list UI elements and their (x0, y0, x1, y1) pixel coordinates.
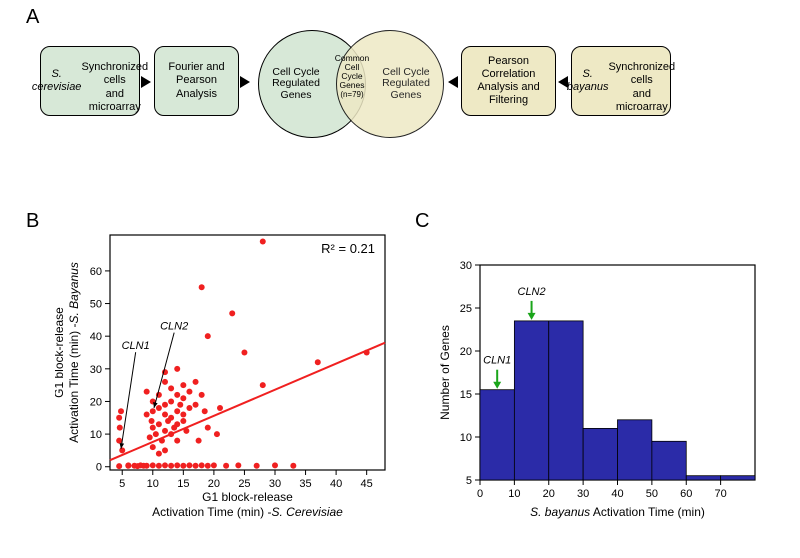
svg-text:30: 30 (90, 364, 102, 376)
svg-text:20: 20 (90, 396, 102, 408)
venn-center-n: (n=79) (334, 90, 370, 99)
svg-text:10: 10 (508, 488, 520, 500)
svg-text:CLN1: CLN1 (122, 340, 150, 352)
svg-text:Activation Time (min) -S. Baya: Activation Time (min) -S. Bayanus (67, 262, 81, 443)
svg-text:CLN2: CLN2 (160, 321, 188, 333)
svg-text:40: 40 (330, 478, 342, 490)
svg-text:10: 10 (460, 432, 472, 444)
flow-box-cerevisiae: S. cerevisiaeSynchronized cellsand micro… (40, 46, 140, 116)
flow-arrow (240, 76, 250, 88)
svg-text:40: 40 (611, 488, 623, 500)
svg-text:50: 50 (646, 488, 658, 500)
svg-text:Activation Time (min) -S. Cere: Activation Time (min) -S. Cerevisiae (152, 505, 343, 519)
svg-text:70: 70 (715, 488, 727, 500)
panel-label-a: A (26, 6, 39, 29)
svg-text:25: 25 (238, 478, 250, 490)
svg-text:60: 60 (90, 266, 102, 278)
panel-a-flowchart: S. cerevisiaeSynchronized cellsand micro… (40, 28, 770, 148)
svg-text:35: 35 (299, 478, 311, 490)
svg-text:G1 block-release: G1 block-release (55, 307, 66, 398)
svg-text:20: 20 (543, 488, 555, 500)
flow-arrow (448, 76, 458, 88)
svg-text:R² = 0.21: R² = 0.21 (321, 241, 375, 256)
svg-text:0: 0 (96, 462, 102, 474)
svg-text:5: 5 (466, 475, 472, 487)
svg-text:0: 0 (477, 488, 483, 500)
svg-text:20: 20 (460, 346, 472, 358)
venn-center-label: CommonCell CycleGenes (334, 54, 370, 90)
svg-text:5: 5 (119, 478, 125, 490)
flow-box-pearson: PearsonCorrelationAnalysis and Filtering (461, 46, 556, 116)
svg-text:20: 20 (208, 478, 220, 490)
flow-arrow (141, 76, 151, 88)
svg-text:40: 40 (90, 331, 102, 343)
svg-text:15: 15 (177, 478, 189, 490)
svg-text:Number of Genes: Number of Genes (438, 325, 452, 420)
svg-text:CLN1: CLN1 (483, 355, 511, 367)
svg-text:S. bayanus Activation Time (mi: S. bayanus Activation Time (min) (530, 505, 705, 519)
svg-text:60: 60 (680, 488, 692, 500)
panel-c-histogram: 0 10 20 30 40 50 60 70 5 10 15 20 25 30 S. bayanus Act… (435, 225, 765, 525)
svg-text:30: 30 (577, 488, 589, 500)
svg-text:30: 30 (269, 478, 281, 490)
panel-label-c: C (415, 210, 429, 233)
svg-text:15: 15 (460, 389, 472, 401)
svg-text:45: 45 (361, 478, 373, 490)
svg-text:G1 block-release: G1 block-release (202, 490, 293, 504)
flow-box-fourier: Fourier andPearsonAnalysis (154, 46, 239, 116)
svg-text:10: 10 (147, 478, 159, 490)
svg-text:30: 30 (460, 260, 472, 272)
svg-text:50: 50 (90, 299, 102, 311)
svg-text:CLN2: CLN2 (518, 286, 546, 298)
svg-text:10: 10 (90, 429, 102, 441)
flow-box-bayanus: S. bayanusSynchronized cellsand microarr… (571, 46, 671, 116)
panel-b-scatter: 5 10 15 20 25 30 35 40 45 0 10 20 30 40 50 60 R² = 0.21 C… (55, 225, 395, 525)
svg-text:25: 25 (460, 303, 472, 315)
panel-label-b: B (26, 210, 39, 233)
